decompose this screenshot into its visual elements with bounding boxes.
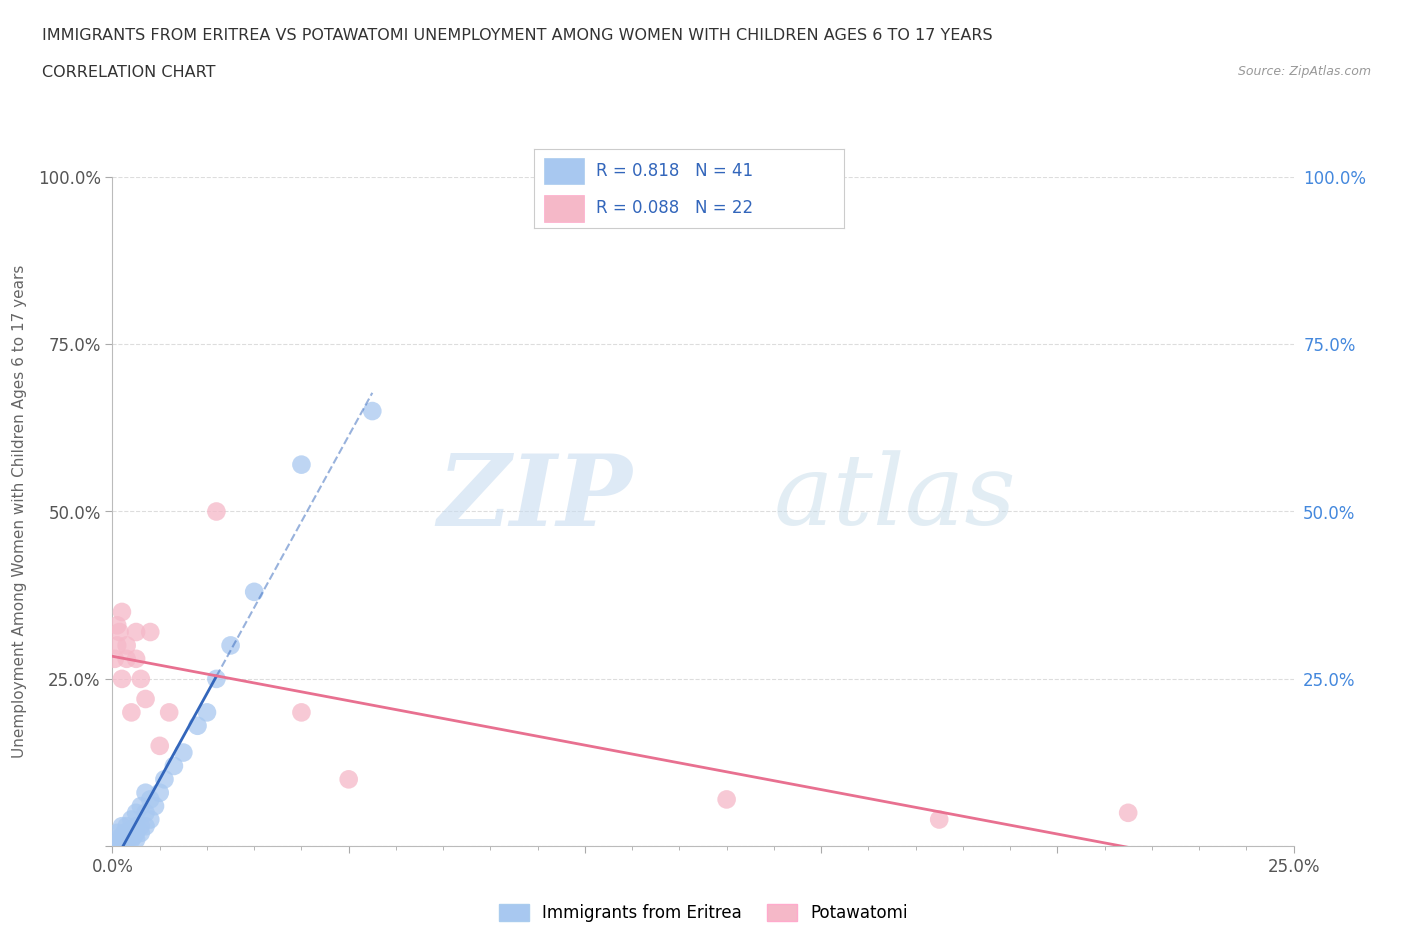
Point — [135, 818, 157, 833]
Text: CORRELATION CHART: CORRELATION CHART — [42, 65, 215, 80]
Point — [337, 772, 360, 787]
Point — [290, 458, 312, 472]
Point — [129, 826, 152, 841]
Point — [243, 584, 266, 599]
Point — [118, 826, 141, 841]
Point — [108, 835, 131, 850]
Legend: Immigrants from Eritrea, Potawatomi: Immigrants from Eritrea, Potawatomi — [492, 897, 914, 928]
Point — [120, 705, 142, 720]
Text: ZIP: ZIP — [437, 450, 633, 546]
Point — [111, 671, 134, 686]
Text: R = 0.818   N = 41: R = 0.818 N = 41 — [596, 162, 754, 179]
Point — [112, 826, 135, 841]
Point — [120, 832, 142, 847]
Point — [135, 785, 157, 800]
Point — [149, 738, 172, 753]
FancyBboxPatch shape — [544, 158, 583, 184]
Point — [149, 785, 172, 800]
Point — [125, 826, 148, 841]
Text: R = 0.088   N = 22: R = 0.088 N = 22 — [596, 199, 754, 217]
Point — [361, 404, 384, 418]
Point — [115, 638, 138, 653]
Text: IMMIGRANTS FROM ERITREA VS POTAWATOMI UNEMPLOYMENT AMONG WOMEN WITH CHILDREN AGE: IMMIGRANTS FROM ERITREA VS POTAWATOMI UN… — [42, 28, 993, 43]
Point — [139, 812, 162, 827]
Point — [105, 618, 128, 632]
Point — [125, 651, 148, 666]
Point — [115, 832, 138, 847]
Point — [186, 718, 208, 733]
Point — [120, 812, 142, 827]
Point — [129, 671, 152, 686]
Point — [104, 651, 127, 666]
Point — [135, 692, 157, 707]
Point — [125, 818, 148, 833]
Point — [111, 818, 134, 833]
Point — [157, 705, 180, 720]
Point — [129, 818, 152, 833]
Point — [125, 625, 148, 640]
Point — [120, 822, 142, 837]
Point — [163, 759, 186, 774]
Point — [105, 835, 128, 850]
Point — [104, 832, 127, 847]
Point — [1116, 805, 1139, 820]
Point — [139, 792, 162, 807]
Point — [115, 651, 138, 666]
Point — [172, 745, 194, 760]
Point — [219, 638, 242, 653]
Point — [115, 826, 138, 841]
Point — [105, 638, 128, 653]
Point — [111, 829, 134, 844]
Point — [153, 772, 176, 787]
Point — [129, 799, 152, 814]
Point — [139, 625, 162, 640]
Point — [125, 805, 148, 820]
Point — [111, 832, 134, 847]
Point — [122, 829, 145, 844]
Point — [111, 604, 134, 619]
Text: Source: ZipAtlas.com: Source: ZipAtlas.com — [1237, 65, 1371, 78]
Point — [115, 818, 138, 833]
Point — [115, 835, 138, 850]
FancyBboxPatch shape — [544, 195, 583, 221]
Point — [108, 625, 131, 640]
Point — [716, 792, 738, 807]
Point — [135, 805, 157, 820]
Text: atlas: atlas — [773, 450, 1017, 546]
Point — [195, 705, 218, 720]
Point — [928, 812, 950, 827]
Point — [143, 799, 166, 814]
Point — [290, 705, 312, 720]
Point — [125, 832, 148, 847]
Point — [105, 826, 128, 841]
Y-axis label: Unemployment Among Women with Children Ages 6 to 17 years: Unemployment Among Women with Children A… — [11, 265, 27, 758]
Point — [205, 671, 228, 686]
Point — [205, 504, 228, 519]
